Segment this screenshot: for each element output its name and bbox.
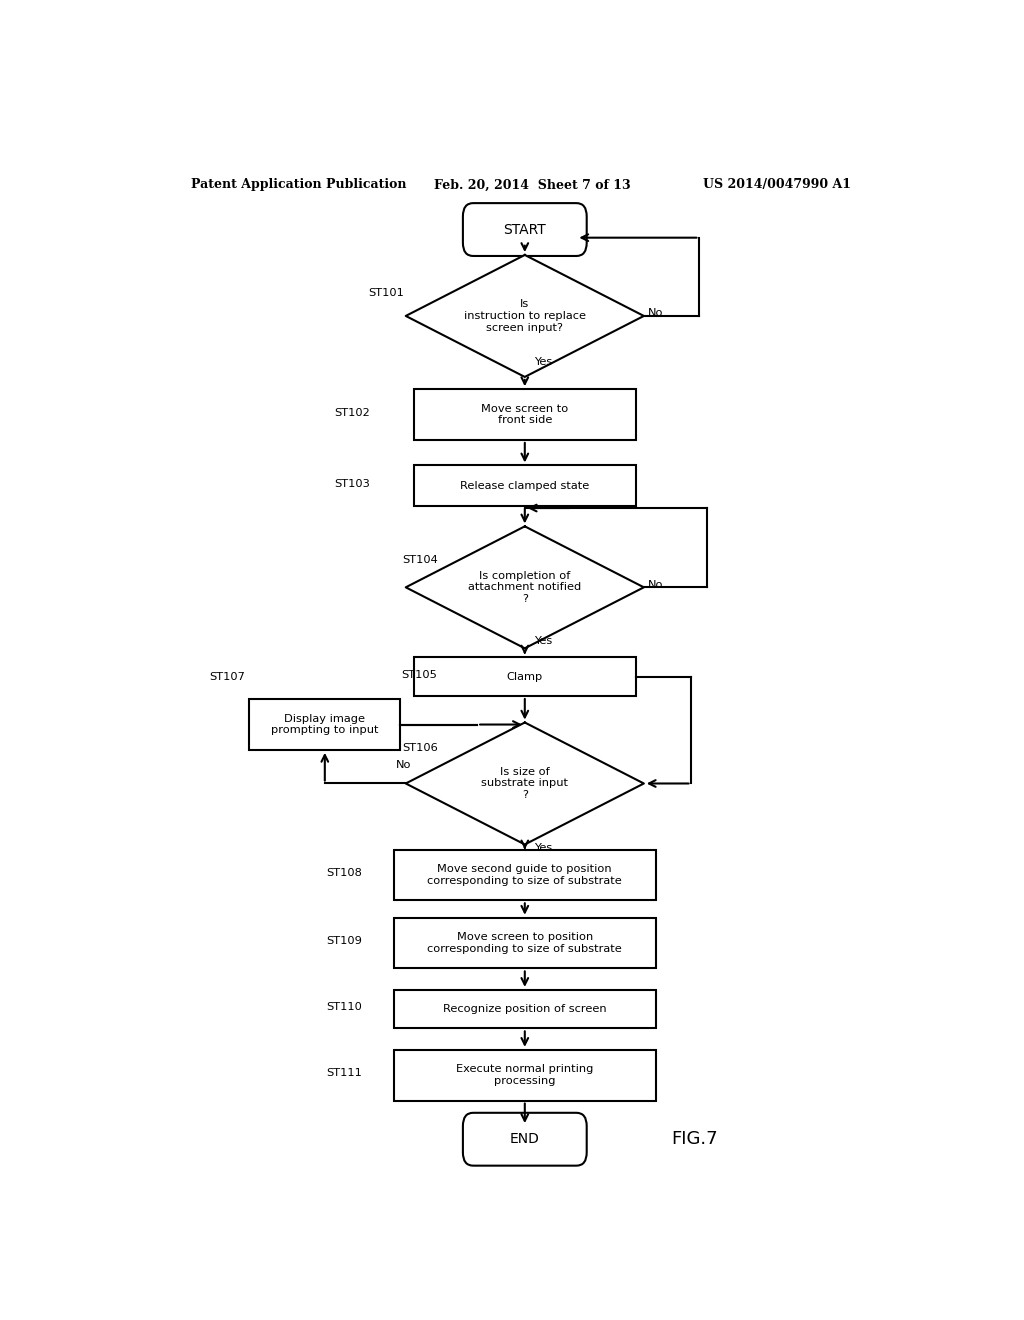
Text: Clamp: Clamp <box>507 672 543 681</box>
Bar <box>394 1049 655 1101</box>
Text: No: No <box>648 581 664 590</box>
Text: FIG.7: FIG.7 <box>672 1130 718 1148</box>
Text: Yes: Yes <box>535 356 553 367</box>
Polygon shape <box>406 255 644 378</box>
FancyBboxPatch shape <box>463 1113 587 1166</box>
Bar <box>394 990 655 1028</box>
Text: Execute normal printing
processing: Execute normal printing processing <box>456 1064 594 1086</box>
Text: Yes: Yes <box>535 842 553 853</box>
Text: Is
instruction to replace
screen input?: Is instruction to replace screen input? <box>464 300 586 333</box>
Text: ST110: ST110 <box>327 1002 362 1012</box>
FancyBboxPatch shape <box>463 203 587 256</box>
Text: Yes: Yes <box>535 636 553 647</box>
Polygon shape <box>406 722 644 845</box>
Text: Move screen to position
corresponding to size of substrate: Move screen to position corresponding to… <box>427 932 623 954</box>
Text: ST103: ST103 <box>334 479 370 488</box>
Text: Is size of
substrate input
?: Is size of substrate input ? <box>481 767 568 800</box>
Bar <box>250 700 400 750</box>
Bar <box>414 657 636 696</box>
Text: Feb. 20, 2014  Sheet 7 of 13: Feb. 20, 2014 Sheet 7 of 13 <box>433 178 630 191</box>
Text: Patent Application Publication: Patent Application Publication <box>191 178 407 191</box>
Text: ST107: ST107 <box>210 672 246 681</box>
Text: START: START <box>504 223 546 236</box>
Text: ST108: ST108 <box>327 869 362 878</box>
Text: Display image
prompting to input: Display image prompting to input <box>271 714 379 735</box>
Text: No: No <box>396 760 412 770</box>
Polygon shape <box>406 527 644 648</box>
Text: Move screen to
front side: Move screen to front side <box>481 404 568 425</box>
Text: Recognize position of screen: Recognize position of screen <box>443 1005 606 1014</box>
Text: ST111: ST111 <box>327 1068 362 1078</box>
Text: END: END <box>510 1133 540 1146</box>
Bar <box>394 850 655 900</box>
Text: Is completion of
attachment notified
?: Is completion of attachment notified ? <box>468 570 582 605</box>
Text: ST101: ST101 <box>369 288 404 297</box>
Text: ST109: ST109 <box>327 936 362 946</box>
Text: Move second guide to position
corresponding to size of substrate: Move second guide to position correspond… <box>427 865 623 886</box>
Text: ST102: ST102 <box>334 408 370 417</box>
Text: ST106: ST106 <box>401 743 437 752</box>
Bar <box>394 917 655 969</box>
Text: No: No <box>648 308 664 318</box>
Text: Release clamped state: Release clamped state <box>460 480 590 491</box>
Text: US 2014/0047990 A1: US 2014/0047990 A1 <box>703 178 851 191</box>
Text: ST105: ST105 <box>401 669 437 680</box>
Bar <box>414 389 636 440</box>
Bar <box>414 466 636 506</box>
Text: ST104: ST104 <box>401 554 437 565</box>
